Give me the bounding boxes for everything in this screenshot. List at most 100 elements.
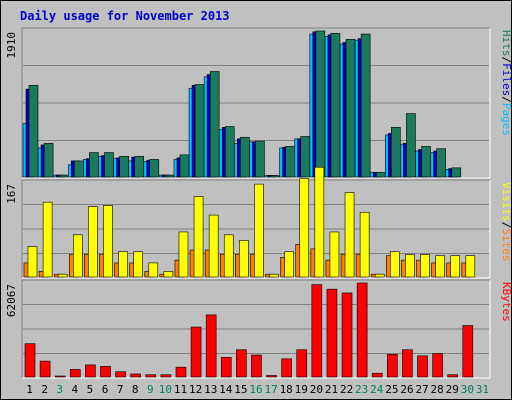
bar-visits-visits-1 <box>27 246 38 278</box>
y-max-label-kbytes: 62067 <box>5 284 18 317</box>
bar-kbytes-kbytes-19 <box>296 349 308 378</box>
x-tick-label-10: 10 <box>159 383 172 396</box>
bar-visits-visits-18 <box>284 251 294 278</box>
bar-requests-hits-12 <box>194 84 205 178</box>
bar-visits-visits-4 <box>72 234 83 278</box>
x-tick-label-15: 15 <box>234 383 247 396</box>
legend-pages: Pages <box>500 103 512 136</box>
bar-requests-hits-4 <box>73 160 84 178</box>
bar-visits-visits-27 <box>420 254 430 278</box>
x-tick-label-13: 13 <box>204 383 217 396</box>
x-tick-label-7: 7 <box>117 383 124 396</box>
bar-kbytes-kbytes-15 <box>236 349 247 378</box>
bar-visits-visits-17 <box>269 273 279 278</box>
bar-kbytes-kbytes-10 <box>160 374 172 378</box>
bar-requests-hits-7 <box>119 156 129 178</box>
bar-requests-hits-3 <box>58 174 69 178</box>
legend-visits: Visits <box>500 182 512 222</box>
x-tick-label-27: 27 <box>415 383 428 396</box>
bar-visits-visits-6 <box>103 205 113 278</box>
x-tick-label-3: 3 <box>56 383 63 396</box>
legend-separator: / <box>500 222 512 229</box>
x-tick-label-24: 24 <box>370 383 384 396</box>
legend-requests: Hits/Files/Pages <box>500 30 512 136</box>
bar-visits-visits-19 <box>299 178 310 278</box>
bar-requests-hits-15 <box>240 136 250 178</box>
bar-kbytes-kbytes-6 <box>100 366 111 378</box>
bar-kbytes-kbytes-5 <box>85 364 96 378</box>
bar-requests-hits-26 <box>406 113 416 178</box>
bar-requests-hits-25 <box>391 127 401 178</box>
x-tick-label-6: 6 <box>102 383 109 396</box>
legend-visits: Visits/Sites <box>500 182 512 262</box>
bar-kbytes-kbytes-29 <box>447 374 459 378</box>
bar-kbytes-kbytes-13 <box>205 314 217 378</box>
bar-kbytes-kbytes-21 <box>326 288 338 378</box>
x-tick-label-2: 2 <box>41 383 48 396</box>
bar-visits-visits-26 <box>405 254 415 278</box>
legend-kbytes: KBytes <box>500 282 512 322</box>
bar-requests-hits-16 <box>255 140 265 178</box>
x-tick-label-1: 1 <box>26 383 33 396</box>
bar-requests-hits-2 <box>43 143 54 178</box>
bar-kbytes-kbytes-24 <box>371 372 383 378</box>
bar-requests-hits-13 <box>209 71 220 178</box>
x-tick-label-11: 11 <box>174 383 187 396</box>
bar-kbytes-kbytes-23 <box>356 282 368 378</box>
bar-visits-visits-3 <box>57 273 68 278</box>
legend-separator: / <box>500 96 512 103</box>
bar-requests-hits-14 <box>224 126 235 178</box>
bar-visits-visits-13 <box>208 214 219 278</box>
bar-kbytes-kbytes-28 <box>432 353 443 378</box>
bar-kbytes-kbytes-12 <box>190 326 202 378</box>
bar-visits-visits-9 <box>148 262 159 278</box>
bar-kbytes-kbytes-8 <box>130 373 141 378</box>
x-tick-label-31: 31 <box>476 383 489 396</box>
bar-requests-hits-24 <box>375 172 386 178</box>
x-tick-label-18: 18 <box>280 383 293 396</box>
x-tick-label-12: 12 <box>189 383 202 396</box>
x-tick-label-9: 9 <box>147 383 154 396</box>
x-tick-label-23: 23 <box>355 383 368 396</box>
bar-kbytes-kbytes-1 <box>24 343 36 378</box>
bar-visits-visits-15 <box>239 240 249 278</box>
bar-requests-hits-5 <box>89 152 99 178</box>
x-tick-label-25: 25 <box>385 383 398 396</box>
bar-visits-visits-5 <box>88 206 98 278</box>
bar-requests-hits-8 <box>134 156 144 178</box>
bar-visits-visits-20 <box>314 166 325 278</box>
bar-visits-visits-8 <box>133 251 143 278</box>
bar-kbytes-kbytes-7 <box>115 371 126 378</box>
bar-requests-hits-29 <box>451 167 462 178</box>
x-tick-label-17: 17 <box>264 383 277 396</box>
bar-visits-visits-14 <box>223 234 234 278</box>
bar-kbytes-kbytes-30 <box>462 325 474 378</box>
bar-requests-hits-11 <box>179 154 190 178</box>
bar-visits-visits-30 <box>465 255 476 278</box>
bar-requests-hits-18 <box>285 146 295 178</box>
bar-kbytes-kbytes-14 <box>220 357 232 378</box>
bar-kbytes-kbytes-17 <box>266 375 277 378</box>
bar-requests-hits-10 <box>164 174 175 178</box>
bar-kbytes-kbytes-9 <box>145 374 157 378</box>
bar-kbytes-kbytes-16 <box>251 354 262 378</box>
bar-visits-visits-10 <box>163 271 174 278</box>
bar-visits-visits-28 <box>435 255 445 278</box>
bar-requests-hits-20 <box>315 30 326 178</box>
x-tick-label-29: 29 <box>446 383 459 396</box>
bar-kbytes-kbytes-18 <box>281 358 292 378</box>
bar-visits-visits-29 <box>450 255 461 278</box>
bar-requests-hits-28 <box>436 148 446 178</box>
y-max-label-visits: 167 <box>5 184 18 204</box>
legend-sites: Sites <box>500 228 512 261</box>
x-tick-label-20: 20 <box>310 383 323 396</box>
x-tick-label-5: 5 <box>87 383 94 396</box>
bar-kbytes-kbytes-26 <box>402 349 413 378</box>
bar-requests-hits-23 <box>360 33 371 178</box>
bar-kbytes-kbytes-27 <box>417 355 428 378</box>
bar-requests-hits-22 <box>345 39 356 178</box>
bar-visits-visits-23 <box>359 211 370 278</box>
chart-title: Daily usage for November 2013 <box>20 9 230 23</box>
legend-files: Files <box>500 63 512 96</box>
